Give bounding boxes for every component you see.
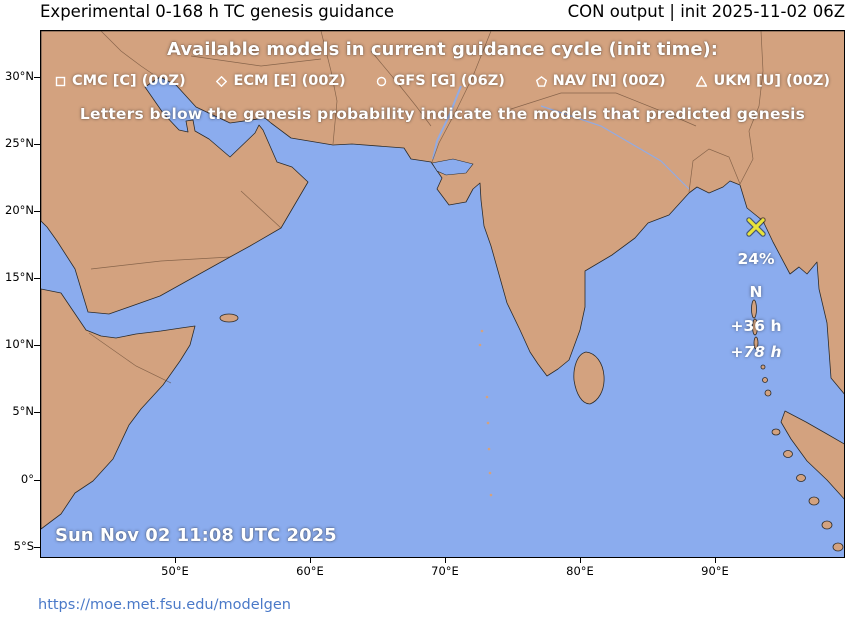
country-borders: [88, 31, 764, 384]
genesis-x-icon: [746, 217, 766, 237]
genesis-model-letters: N: [749, 283, 763, 301]
xtick-70e: 70°E: [431, 564, 459, 578]
map: Available models in current guidance cyc…: [40, 30, 845, 558]
island-mentawai-3: [796, 474, 806, 482]
page-title: Experimental 0-168 h TC genesis guidance: [40, 2, 395, 21]
inland-water: [431, 158, 474, 176]
footer-link[interactable]: https://moe.met.fsu.edu/modelgen: [38, 597, 291, 613]
circle-icon: [377, 76, 387, 86]
letters-note: Letters below the genesis probability in…: [79, 105, 806, 123]
genesis-probability: 24%: [737, 250, 775, 268]
island-mentawai-4: [808, 496, 820, 506]
genesis-window-start: +36 h: [730, 317, 782, 335]
indus-river: [432, 85, 462, 160]
landmasses: [41, 31, 844, 552]
ytick-20n: 20°N: [5, 203, 34, 217]
legend-item-gfs: GFS [G] (06Z): [376, 73, 505, 89]
legend-label: ECM [E] (00Z): [233, 73, 346, 89]
genesis-marker: 24% N +36 h +78 h: [696, 211, 816, 376]
legend-item-ecm: ECM [E] (00Z): [216, 73, 346, 89]
ytick-5n: 5°N: [12, 404, 34, 418]
ytick-30n: 30°N: [5, 69, 34, 83]
title-row: Experimental 0-168 h TC genesis guidance…: [40, 2, 845, 21]
island-socotra: [219, 313, 239, 323]
xtick-80e: 80°E: [566, 564, 594, 578]
basemap-svg: [41, 31, 844, 552]
output-init-label: CON output | init 2025-11-02 06Z: [567, 2, 845, 21]
legend-label: UKM [U] (00Z): [713, 73, 830, 89]
pentagon-icon: [535, 75, 547, 87]
land-africa: [41, 288, 196, 530]
legend-label: GFS [G] (06Z): [393, 73, 505, 89]
island-nicobar-3: [764, 389, 772, 397]
xtick-60e: 60°E: [296, 564, 324, 578]
island-mentawai-5: [821, 520, 833, 530]
ytick-15n: 15°N: [5, 270, 34, 284]
ytick-25n: 25°N: [5, 136, 34, 150]
map-timestamp: Sun Nov 02 11:08 UTC 2025: [55, 525, 337, 546]
island-nicobar-1: [760, 364, 766, 370]
ytick-5s: 5°S: [13, 539, 34, 553]
triangle-icon: [696, 75, 708, 87]
legend-label: CMC [C] (00Z): [72, 73, 186, 89]
square-icon: [55, 76, 66, 86]
ganges-river: [540, 105, 690, 190]
diamond-icon: [216, 75, 228, 87]
legend-label: NAV [N] (00Z): [552, 73, 666, 89]
island-andaman-3: [753, 336, 759, 350]
models-heading: Available models in current guidance cyc…: [167, 39, 718, 60]
island-nicobar-2: [762, 377, 768, 383]
legend-item-cmc: CMC [C] (00Z): [55, 73, 186, 89]
xtick-90e: 90°E: [701, 564, 729, 578]
model-legend: CMC [C] (00Z) ECM [E] (00Z) GFS [G] (06Z…: [41, 73, 844, 89]
rann-of-kutch: [431, 158, 474, 176]
land-asia-arabia: [41, 31, 844, 395]
ytick-0: 0°: [20, 472, 34, 486]
island-andaman-1: [751, 299, 757, 319]
island-andaman-2: [752, 318, 758, 336]
ytick-10n: 10°N: [5, 337, 34, 351]
land-sumatra: [780, 410, 844, 500]
xtick-50e: 50°E: [161, 564, 189, 578]
genesis-window-end: +78 h: [730, 343, 782, 361]
legend-item-nav: NAV [N] (00Z): [535, 73, 666, 89]
rivers: [432, 85, 690, 190]
land-sri-lanka: [573, 351, 605, 405]
atolls: [478, 329, 493, 497]
island-mentawai-6: [832, 542, 844, 552]
legend-item-ukm: UKM [U] (00Z): [696, 73, 830, 89]
island-mentawai-2: [783, 450, 793, 458]
island-mentawai-1: [771, 428, 781, 436]
